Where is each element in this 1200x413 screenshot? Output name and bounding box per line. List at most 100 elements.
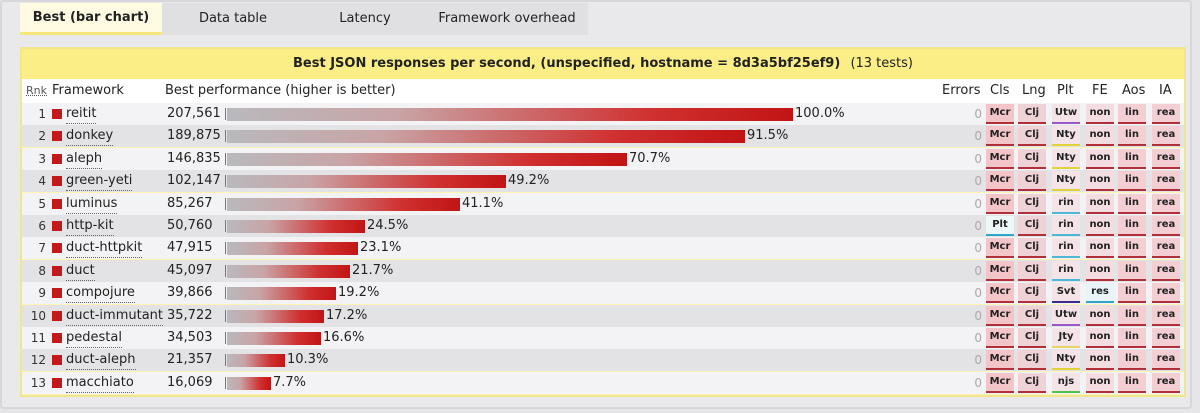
rank-cell: 13 [30, 375, 46, 390]
errors-cell: 0 [974, 375, 982, 390]
table-row: 7 duct-httpkit 47,915 23.1% 0 Mcr Clj rin non lin… [22, 237, 1184, 260]
ia-badge: rea [1152, 104, 1180, 124]
errors-cell: 0 [974, 286, 982, 301]
plt-badge: njs [1052, 372, 1080, 393]
framework-link[interactable]: compojure [66, 284, 135, 304]
bar-area: 7.7% [225, 372, 945, 394]
cls-badge: Mcr [986, 238, 1014, 259]
aos-badge: lin [1118, 216, 1146, 236]
tab-framework-overhead[interactable]: Framework overhead [426, 3, 588, 35]
rank-cell: 5 [38, 196, 46, 211]
rps-value: 189,875 [167, 128, 221, 144]
plt-badge: Nty [1052, 350, 1080, 371]
framework-link[interactable]: green-yeti [66, 172, 133, 192]
cls-badge: Mcr [986, 148, 1014, 169]
framework-color-swatch [52, 333, 62, 343]
errors-cell: 0 [974, 353, 982, 368]
bar-baseline [225, 354, 226, 367]
rps-value: 39,866 [167, 285, 213, 301]
plt-badge: Svt [1052, 283, 1080, 304]
bar-area: 24.5% [225, 215, 945, 237]
bar-percent-label: 41.1% [462, 195, 504, 211]
fe-badge: non [1086, 171, 1114, 192]
framework-link[interactable]: pedestal [66, 329, 122, 348]
framework-link[interactable]: http-kit [66, 217, 114, 236]
framework-link[interactable]: duct [66, 262, 95, 281]
bar-macchiato [227, 376, 271, 390]
aos-badge: lin [1118, 148, 1146, 169]
bar-percent-label: 16.6% [323, 330, 365, 345]
lng-badge: Clj [1018, 104, 1046, 124]
lng-badge: Clj [1018, 328, 1046, 348]
rps-value: 50,760 [167, 218, 213, 233]
errors-cell: 0 [974, 263, 982, 278]
framework-link[interactable]: luminus [66, 195, 118, 214]
bar-percent-label: 7.7% [273, 374, 307, 390]
ia-badge: rea [1152, 193, 1180, 214]
cls-badge: Mcr [986, 104, 1014, 124]
framework-link[interactable]: macchiato [66, 374, 134, 393]
bar-compojure [227, 287, 336, 301]
ia-badge: rea [1152, 260, 1180, 281]
bar-percent-label: 10.3% [287, 352, 329, 368]
header-aos: Aos [1122, 83, 1146, 98]
table-row: 1 reitit 207,561 100.0% 0 Mcr Clj Utw non lin rea [22, 103, 1184, 125]
framework-color-swatch [52, 176, 62, 187]
bar-area: 70.7% [225, 148, 945, 170]
bar-baseline [225, 242, 226, 255]
bar-percent-label: 21.7% [352, 262, 394, 278]
header-performance: Best performance (higher is better) [165, 83, 396, 98]
lng-badge: Clj [1018, 305, 1046, 326]
framework-link[interactable]: reitit [66, 105, 97, 124]
bar-http-kit [227, 220, 365, 233]
ia-badge: rea [1152, 148, 1180, 169]
header-lng: Lng [1022, 83, 1046, 98]
table-row: 4 green-yeti 102,147 49.2% 0 Mcr Clj Nty non lin r… [22, 170, 1184, 193]
fe-badge: res [1086, 283, 1114, 304]
tab-bar: Best (bar chart) Data table Latency Fram… [20, 3, 588, 35]
table-row: 8 duct 45,097 21.7% 0 Mcr Clj rin non lin rea [22, 259, 1184, 282]
fe-badge: non [1086, 216, 1114, 236]
bar-duct-aleph [227, 354, 285, 368]
cls-badge: Mcr [986, 126, 1014, 147]
header-rank[interactable]: Rnk [26, 84, 47, 97]
tab-data-table[interactable]: Data table [162, 3, 304, 35]
aos-badge: lin [1118, 126, 1146, 147]
cls-badge: Mcr [986, 350, 1014, 371]
errors-cell: 0 [974, 308, 982, 323]
rps-value: 85,267 [167, 195, 213, 211]
framework-link[interactable]: donkey [66, 127, 114, 147]
table-row: 13 macchiato 16,069 7.7% 0 Mcr Clj njs non lin rea [22, 371, 1184, 394]
rank-cell: 8 [38, 263, 46, 278]
bar-baseline [225, 376, 226, 389]
ia-badge: rea [1152, 350, 1180, 371]
framework-link[interactable]: aleph [66, 150, 103, 169]
rps-value: 207,561 [167, 106, 221, 121]
rank-cell: 11 [30, 331, 46, 345]
aos-badge: lin [1118, 238, 1146, 259]
ia-badge: rea [1152, 238, 1180, 259]
table-row: 5 luminus 85,267 41.1% 0 Mcr Clj rin non lin rea [22, 192, 1184, 215]
framework-color-swatch [52, 198, 62, 209]
bar-area: 91.5% [225, 125, 945, 147]
cls-badge: Mcr [986, 193, 1014, 214]
framework-link[interactable]: duct-aleph [66, 351, 136, 371]
tab-latency[interactable]: Latency [304, 3, 426, 35]
framework-link[interactable]: duct-httpkit [66, 239, 143, 259]
cls-badge: Mcr [986, 372, 1014, 393]
table-row: 2 donkey 189,875 91.5% 0 Mcr Clj Nty non lin rea [22, 125, 1184, 148]
bar-baseline [225, 287, 226, 300]
bar-area: 23.1% [225, 237, 945, 259]
framework-color-swatch [52, 221, 62, 231]
rps-value: 47,915 [167, 240, 213, 256]
framework-link[interactable]: duct-immutant [66, 307, 164, 326]
header-ia: IA [1159, 83, 1172, 98]
tab-best-bar-chart[interactable]: Best (bar chart) [20, 3, 162, 35]
lng-badge: Clj [1018, 126, 1046, 147]
plt-badge: rin [1052, 238, 1080, 259]
table-row: 9 compojure 39,866 19.2% 0 Mcr Clj Svt res lin rea [22, 282, 1184, 305]
header-fe: FE [1092, 83, 1108, 98]
bar-baseline [225, 130, 226, 143]
bar-baseline [225, 197, 226, 210]
bar-area: 17.2% [225, 305, 945, 327]
